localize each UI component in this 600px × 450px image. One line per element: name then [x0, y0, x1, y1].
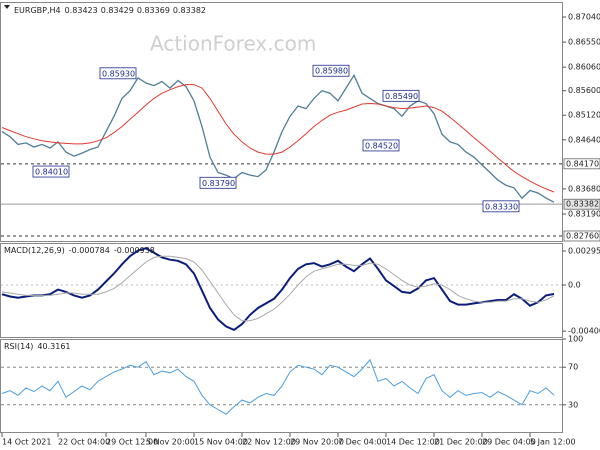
x-tick-label: 22 Oct 04:00 [58, 438, 110, 447]
x-tick-label: 29 Oct 12:00 [106, 438, 158, 447]
title-part: 0.83429 [101, 6, 134, 15]
x-tick-label: 5 Jan 12:00 [530, 438, 576, 447]
y-tick-label: -0.004009 [568, 327, 600, 336]
title-part: EURGBP,H4 [14, 6, 61, 15]
panel-title: EURGBP,H4 0.83423 0.83429 0.83369 0.83382 [14, 6, 206, 15]
rsi-panel [0, 339, 563, 433]
x-tick-label: 29 Nov 20:00 [290, 438, 344, 447]
annotation-label: 0.85980 [315, 67, 348, 76]
y-tick-label: 30 [568, 400, 578, 409]
title-part: -0.000784 [69, 246, 110, 255]
series-line [1, 73, 555, 203]
annotation-label: 0.85930 [102, 69, 135, 78]
title-part: MACD(12,26,9) [4, 246, 65, 255]
panel-title: MACD(12,26,9) -0.000784 -0.000938 [4, 246, 155, 255]
annotation-box [99, 67, 137, 80]
annotation-box [312, 64, 350, 77]
y-tick-label: 0.86550 [568, 38, 600, 47]
title-part: RSI(14) [4, 342, 33, 351]
macd-panel [0, 243, 563, 338]
price-panel [0, 2, 563, 242]
x-tick-label: 14 Dec 12:00 [386, 438, 440, 447]
y-tick-label: 0.85120 [568, 111, 600, 120]
level-label: 0.82760 [566, 231, 599, 240]
x-tick-label: 15 Nov 04:00 [194, 438, 248, 447]
level-label: 0.84170 [566, 159, 599, 168]
title-part: 0.83369 [137, 6, 170, 15]
series-line [1, 255, 555, 322]
x-tick-label: 7 Dec 04:00 [338, 438, 387, 447]
annotation-box [362, 139, 400, 152]
x-tick-label: 21 Dec 20:00 [434, 438, 488, 447]
y-tick-label: 0.002955 [568, 246, 600, 255]
y-tick-label: 0.87040 [568, 13, 600, 22]
y-tick-label: 0.83190 [568, 209, 600, 218]
x-tick-label: 14 Oct 2021 [2, 438, 51, 447]
y-tick-label: 0.85600 [568, 86, 600, 95]
title-part: 0.83382 [173, 6, 206, 15]
level-label-box [563, 198, 600, 210]
level-label: 0.83382 [566, 200, 599, 209]
title-part: 0.83423 [65, 6, 98, 15]
series-line [1, 84, 555, 193]
y-tick-label: 70 [568, 363, 578, 372]
annotation-box [199, 176, 237, 189]
annotation-box [482, 200, 520, 213]
y-tick-label: 0.83680 [568, 184, 600, 193]
annotation-box [32, 165, 70, 178]
x-tick-label: 29 Dec 04:00 [482, 438, 536, 447]
level-label-box [563, 158, 600, 170]
panel-title: RSI(14) 40.3161 [4, 342, 71, 351]
y-tick-label: 100 [568, 335, 583, 344]
dropdown-icon [4, 5, 10, 9]
level-label-box [563, 230, 600, 242]
series-line [1, 247, 555, 332]
watermark: ActionForex.com [150, 32, 316, 56]
x-tick-label: 5 Nov 20:00 [146, 438, 195, 447]
y-tick-label: 0.84640 [568, 135, 600, 144]
series-line [1, 358, 555, 415]
y-tick-label: 0.0 [568, 280, 581, 289]
annotation-label: 0.83330 [485, 202, 518, 211]
title-part: -0.000938 [114, 246, 155, 255]
annotation-label: 0.85490 [385, 92, 418, 101]
annotation-box [382, 89, 420, 102]
y-tick-label: 0.86060 [568, 63, 600, 72]
annotation-label: 0.83790 [202, 179, 235, 188]
x-tick-label: 22 Nov 12:00 [242, 438, 296, 447]
annotation-label: 0.84010 [35, 168, 68, 177]
title-part: 40.3161 [37, 342, 70, 351]
annotation-label: 0.84520 [365, 141, 398, 150]
